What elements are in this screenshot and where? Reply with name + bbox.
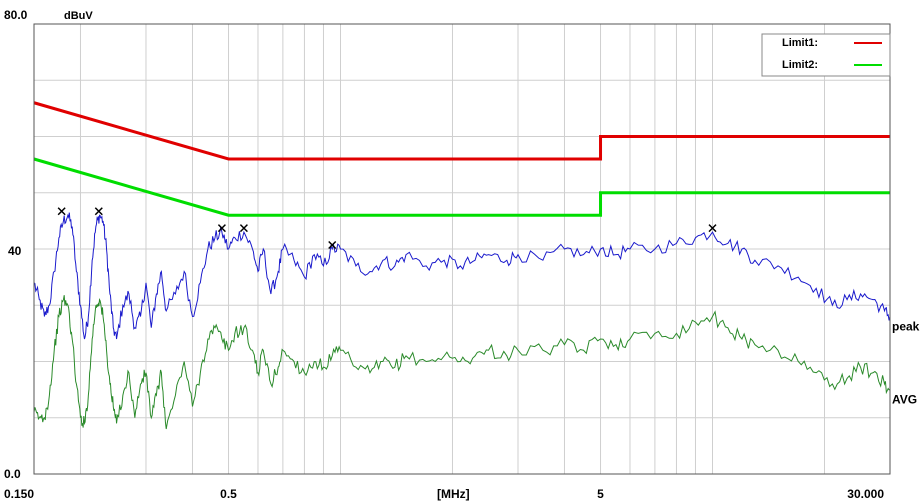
tick-labels: 0.150 0.5 5 30.000 80.0 40 0.0 xyxy=(4,8,884,501)
limit-line-1 xyxy=(33,101,890,161)
y-tick-label: 80.0 xyxy=(4,8,28,22)
peak-marker xyxy=(708,224,717,233)
legend: Limit1: Limit2: xyxy=(761,33,891,77)
legend-box xyxy=(761,33,891,77)
legend-label-limit2: Limit2: xyxy=(782,59,818,71)
x-tick-label: 5 xyxy=(597,487,604,501)
y-tick-label: 0.0 xyxy=(4,467,21,481)
peak-marker xyxy=(94,207,103,216)
y-tick-label: 40 xyxy=(8,244,22,258)
series-label-avg: AVG xyxy=(892,393,917,407)
series-label-peak: peak xyxy=(892,320,920,334)
peak-marker xyxy=(239,224,248,233)
x-tick-label: 0.5 xyxy=(220,487,237,501)
peak-marker xyxy=(328,240,337,250)
legend-label-limit1: Limit1: xyxy=(782,37,818,49)
peak-markers xyxy=(57,207,717,250)
limit-lines xyxy=(33,101,890,217)
x-tick-label: 0.150 xyxy=(4,487,34,501)
peak-marker xyxy=(57,207,66,216)
limit-line-2 xyxy=(33,157,890,217)
plot-area-frame xyxy=(33,23,891,475)
x-axis-label: [MHz] xyxy=(437,487,470,501)
series-trace-peak xyxy=(33,212,891,340)
y-axis-label: dBuV xyxy=(64,10,93,22)
x-tick-label: 30.000 xyxy=(847,487,884,501)
peak-marker xyxy=(217,224,226,233)
grid xyxy=(34,24,890,474)
measurement-traces xyxy=(33,212,891,430)
series-trace-avg xyxy=(33,295,891,430)
